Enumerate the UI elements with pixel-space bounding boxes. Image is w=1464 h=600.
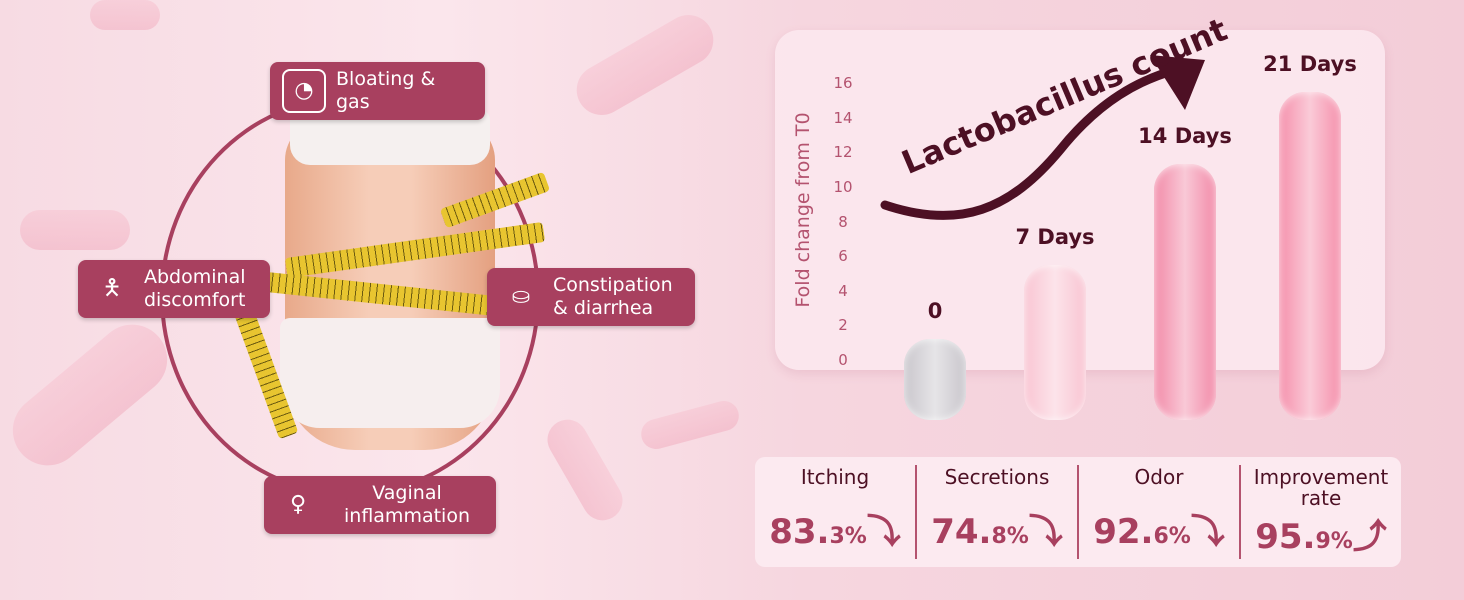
symptom-badge-bloating: ◔ Bloating & gas [270, 62, 485, 120]
y-tick-label: 2 [838, 316, 848, 335]
arrow-down-icon: ⤵ [1028, 512, 1063, 552]
symptom-badge-constipation: ⛀ Constipation & diarrhea [487, 268, 695, 326]
bar [1154, 164, 1216, 420]
stomach-icon: ◔ [282, 68, 326, 113]
y-tick-label: 8 [838, 212, 848, 231]
stat-itching: Itching 83.3%⤵ [755, 465, 917, 559]
bar-label: 21 Days [1263, 51, 1357, 76]
uterus-icon: ♀ [289, 491, 307, 517]
stat-odor: Odor 92.6%⤵ [1079, 465, 1241, 559]
y-tick-label: 14 [833, 108, 853, 127]
person-pain-icon: 🯅 [102, 275, 122, 301]
symptom-badge-vaginal: ♀ Vaginal inflammation [264, 476, 496, 534]
arrow-down-icon: ⤵ [866, 512, 901, 552]
arrow-up-icon: ⤴ [1352, 517, 1387, 557]
stats-panel: Itching 83.3%⤵ Secretions 74.8%⤵ Odor 92.6%… [755, 457, 1401, 567]
bacteria-decoration [90, 0, 160, 30]
shorts [280, 318, 500, 428]
y-tick-label: 16 [833, 74, 853, 92]
y-tick-label: 6 [838, 247, 848, 266]
y-tick-label: 12 [833, 143, 853, 162]
arrow-down-icon: ⤵ [1190, 512, 1225, 552]
stat-secretions: Secretions 74.8%⤵ [917, 465, 1079, 559]
bar [904, 339, 966, 420]
y-tick-label: 10 [833, 177, 853, 196]
toilet-icon: ⛀ [511, 283, 531, 309]
symptom-badge-abdominal: 🯅 Abdominal discomfort [78, 260, 270, 318]
bar [1024, 264, 1086, 420]
y-tick-label: 0 [838, 351, 848, 369]
stat-improvement: Improvement rate 95.9%⤴ [1253, 465, 1389, 558]
bar-label: 0 [927, 299, 943, 324]
bar [1279, 91, 1341, 420]
bacteria-decoration [20, 210, 130, 250]
bar-label: 14 Days [1138, 124, 1232, 149]
y-tick-label: 4 [838, 281, 848, 300]
bar-label: 7 Days [1015, 224, 1095, 249]
